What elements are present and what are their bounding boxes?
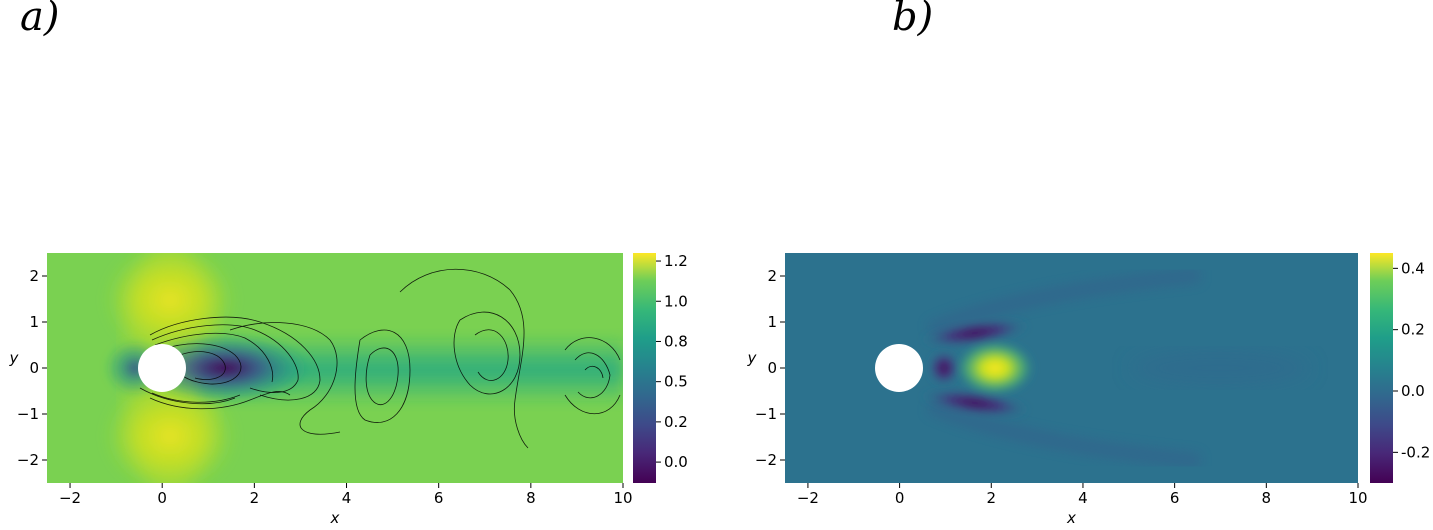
colorbar-tick-label: 0.0: [664, 453, 688, 471]
cylinder-b: [875, 344, 923, 392]
colorbar-tick-label: 1.0: [664, 292, 688, 310]
heatmap-b: [785, 253, 1358, 483]
x-tick-label: −2: [797, 489, 819, 507]
panel-b-label: b): [892, 0, 933, 40]
x-tick-label: 2: [250, 489, 260, 507]
y-tick-label: 2: [29, 267, 39, 285]
colorbar-b: -0.2 0.0 0.2 0.4: [1370, 253, 1430, 483]
y-axis-label: y: [747, 349, 758, 367]
x-tick-label: 0: [895, 489, 905, 507]
x-tick-label: 10: [1348, 489, 1367, 507]
y-tick-label: −1: [17, 405, 39, 423]
y-tick-label: 0: [29, 359, 39, 377]
cylinder-a: [138, 344, 186, 392]
colorbar-tick-label: 0.2: [1401, 321, 1425, 339]
x-tick-label: 2: [987, 489, 997, 507]
colorbar-tick-label: 0.2: [664, 413, 688, 431]
vortex-contours: [139, 268, 621, 449]
x-tick-label: 0: [157, 489, 167, 507]
y-tick-label: −1: [755, 405, 777, 423]
y-tick-label: −2: [17, 451, 39, 469]
y-tick-label: 1: [29, 313, 39, 331]
colorbar-tick-label: 0.0: [1401, 382, 1425, 400]
x-tick-label: 10: [613, 489, 632, 507]
y-axis-label: y: [9, 349, 20, 367]
y-tick-label: 0: [767, 359, 777, 377]
x-tick-label: 4: [1078, 489, 1088, 507]
colorbar-tick-label: 0.4: [1401, 259, 1425, 277]
x-tick-label: 8: [1262, 489, 1272, 507]
y-tick-label: 1: [767, 313, 777, 331]
x-tick-label: 8: [526, 489, 536, 507]
panel-a-label: a): [20, 0, 59, 40]
x-tick-label: 4: [342, 489, 352, 507]
colorbar-tick-label: 1.2: [664, 252, 688, 270]
x-axis-label: x: [1066, 509, 1076, 527]
colorbar-tick-label: 0.8: [664, 332, 688, 350]
axes-b: −2 0 2 4 6 8 10 −2 −1 0 1 2 x y: [747, 267, 1368, 527]
y-tick-label: 2: [767, 267, 777, 285]
x-tick-label: 6: [434, 489, 444, 507]
colorbar-tick-label: 0.5: [664, 373, 688, 391]
axes-a: −2 0 2 4 6 8 10 −2 −1 0 1 2 x y: [9, 267, 633, 527]
x-tick-label: −2: [59, 489, 81, 507]
x-tick-label: 6: [1170, 489, 1180, 507]
colorbar-a: 0.0 0.2 0.5 0.8 1.0 1.2: [633, 252, 688, 483]
colorbar-tick-label: -0.2: [1401, 443, 1430, 461]
x-axis-label: x: [330, 509, 340, 527]
heatmap-a: [47, 253, 623, 483]
y-tick-label: −2: [755, 451, 777, 469]
